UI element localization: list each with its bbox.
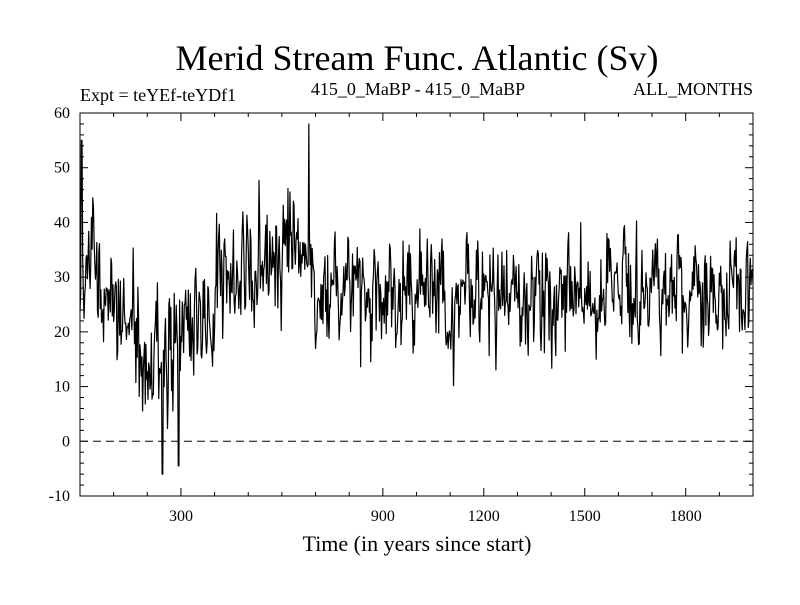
chart-subtitle-left: Expt = teYEf-teYDf1	[80, 85, 236, 105]
y-tick-label-10: 10	[54, 379, 70, 396]
y-tick-label-60: 60	[54, 105, 70, 122]
chart-subtitle-right: ALL_MONTHS	[633, 79, 753, 99]
x-axis: 300 900 1200 1500 1800	[113, 113, 720, 525]
y-tick-label--10: -10	[49, 488, 70, 505]
x-tick-label-1200: 1200	[468, 508, 500, 525]
chart-subtitle-center: 415_0_MaBP - 415_0_MaBP	[311, 79, 525, 99]
x-tick-label-1500: 1500	[569, 508, 601, 525]
y-tick-label-40: 40	[54, 214, 70, 231]
y-tick-label-50: 50	[54, 160, 70, 177]
chart-title: Merid Stream Func. Atlantic (Sv)	[176, 38, 659, 78]
y-tick-label-0: 0	[62, 433, 70, 450]
plot-frame	[79, 112, 754, 497]
series-line-0	[79, 123, 754, 475]
y-tick-label-30: 30	[54, 269, 70, 286]
x-axis-label: Time (in years since start)	[303, 531, 532, 556]
series-group	[79, 123, 754, 475]
x-tick-label-900: 900	[371, 508, 395, 525]
y-axis: -10 0 10 20 30 40 50 60	[49, 105, 753, 505]
plot-area	[79, 112, 754, 497]
y-tick-label-20: 20	[54, 324, 70, 341]
x-tick-label-1800: 1800	[670, 508, 702, 525]
x-tick-label-300: 300	[169, 508, 193, 525]
